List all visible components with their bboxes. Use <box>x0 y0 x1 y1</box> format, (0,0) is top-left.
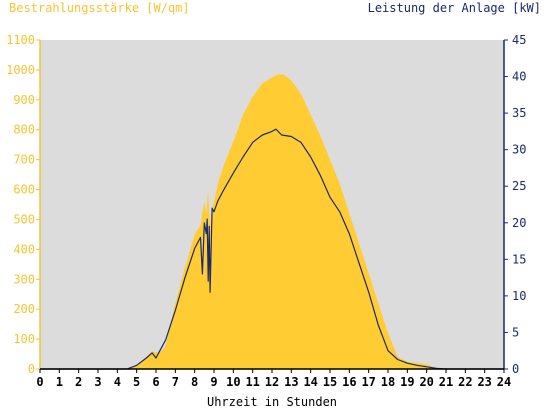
left-tick-label: 200 <box>13 302 35 316</box>
x-tick-label: 0 <box>36 375 43 389</box>
x-tick-label: 9 <box>210 375 217 389</box>
left-tick-label: 500 <box>13 212 35 226</box>
x-tick-label: 11 <box>245 375 259 389</box>
left-tick-label: 1000 <box>6 63 35 77</box>
right-tick-label: 15 <box>512 252 526 266</box>
x-tick-label: 7 <box>172 375 179 389</box>
x-tick-label: 6 <box>152 375 159 389</box>
x-tick-label: 21 <box>439 375 453 389</box>
x-tick-label: 4 <box>114 375 121 389</box>
axes-layer: 0100200300400500600700800900100011000510… <box>6 33 526 389</box>
left-tick-label: 300 <box>13 272 35 286</box>
x-tick-label: 14 <box>303 375 317 389</box>
right-tick-label: 10 <box>512 289 526 303</box>
left-tick-label: 0 <box>28 362 35 376</box>
x-tick-label: 23 <box>477 375 491 389</box>
x-tick-label: 5 <box>133 375 140 389</box>
left-tick-label: 1100 <box>6 33 35 47</box>
left-axis-title: Bestrahlungsstärke [W/qm] <box>9 1 190 15</box>
right-tick-label: 35 <box>512 106 526 120</box>
left-tick-label: 700 <box>13 153 35 167</box>
x-tick-label: 22 <box>458 375 472 389</box>
x-tick-label: 20 <box>419 375 433 389</box>
x-tick-label: 18 <box>381 375 395 389</box>
irradiance-area <box>40 74 504 370</box>
x-tick-label: 24 <box>497 375 511 389</box>
left-tick-label: 900 <box>13 93 35 107</box>
power-line <box>40 128 504 370</box>
x-tick-label: 10 <box>226 375 240 389</box>
x-axis-title: Uhrzeit in Stunden <box>206 395 338 409</box>
x-tick-label: 12 <box>265 375 279 389</box>
x-tick-label: 3 <box>94 375 101 389</box>
series-layer <box>40 74 504 370</box>
right-tick-label: 45 <box>512 33 526 47</box>
x-tick-label: 1 <box>56 375 63 389</box>
x-tick-label: 15 <box>323 375 337 389</box>
x-tick-label: 13 <box>284 375 298 389</box>
left-tick-label: 800 <box>13 123 35 137</box>
x-tick-label: 19 <box>400 375 414 389</box>
x-tick-label: 17 <box>361 375 375 389</box>
right-tick-label: 5 <box>512 325 519 339</box>
left-tick-label: 100 <box>13 332 35 346</box>
right-tick-label: 25 <box>512 179 526 193</box>
right-tick-label: 20 <box>512 216 526 230</box>
x-tick-label: 16 <box>342 375 356 389</box>
right-tick-label: 40 <box>512 70 526 84</box>
right-axis-title: Leistung der Anlage [kW] <box>367 1 541 15</box>
right-tick-label: 0 <box>512 362 519 376</box>
right-tick-label: 30 <box>512 143 526 157</box>
left-tick-label: 400 <box>13 242 35 256</box>
x-tick-label: 8 <box>191 375 198 389</box>
x-tick-label: 2 <box>75 375 82 389</box>
left-tick-label: 600 <box>13 183 35 197</box>
